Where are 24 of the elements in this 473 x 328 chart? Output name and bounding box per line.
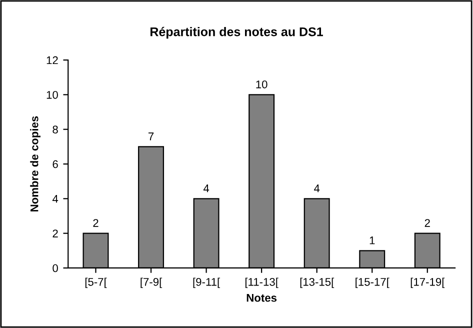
y-axis-title: Nombre de copies: [30, 116, 40, 212]
x-tick-label: [7-9[: [140, 278, 162, 288]
chart-title: Répartition des notes au DS1: [150, 26, 323, 39]
y-tick-label: 2: [52, 230, 58, 238]
x-tick-label: [9-11[: [193, 278, 220, 288]
x-axis-title: Notes: [246, 294, 277, 302]
y-tick-label: 0: [52, 264, 58, 272]
data-label: 10: [256, 80, 268, 88]
data-label: 1: [370, 236, 375, 244]
data-label: 7: [148, 132, 154, 140]
data-label: 4: [314, 184, 320, 192]
data-label: 4: [203, 184, 210, 192]
data-label: 2: [424, 219, 430, 227]
y-tick-label: 10: [46, 90, 58, 99]
y-tick-label: 4: [52, 195, 58, 203]
x-tick-label: [17-19[: [410, 278, 445, 288]
x-tick-label: [15-17[: [356, 278, 390, 288]
data-label: 2: [93, 219, 98, 227]
y-tick-label: 12: [46, 56, 58, 64]
x-tick-label: [13-15[: [300, 278, 334, 288]
x-tick-label: [5-7[: [85, 278, 107, 288]
y-tick-label: 6: [52, 160, 58, 168]
y-tick-label: 8: [52, 126, 58, 134]
x-tick-label: [11-13[: [245, 278, 278, 288]
